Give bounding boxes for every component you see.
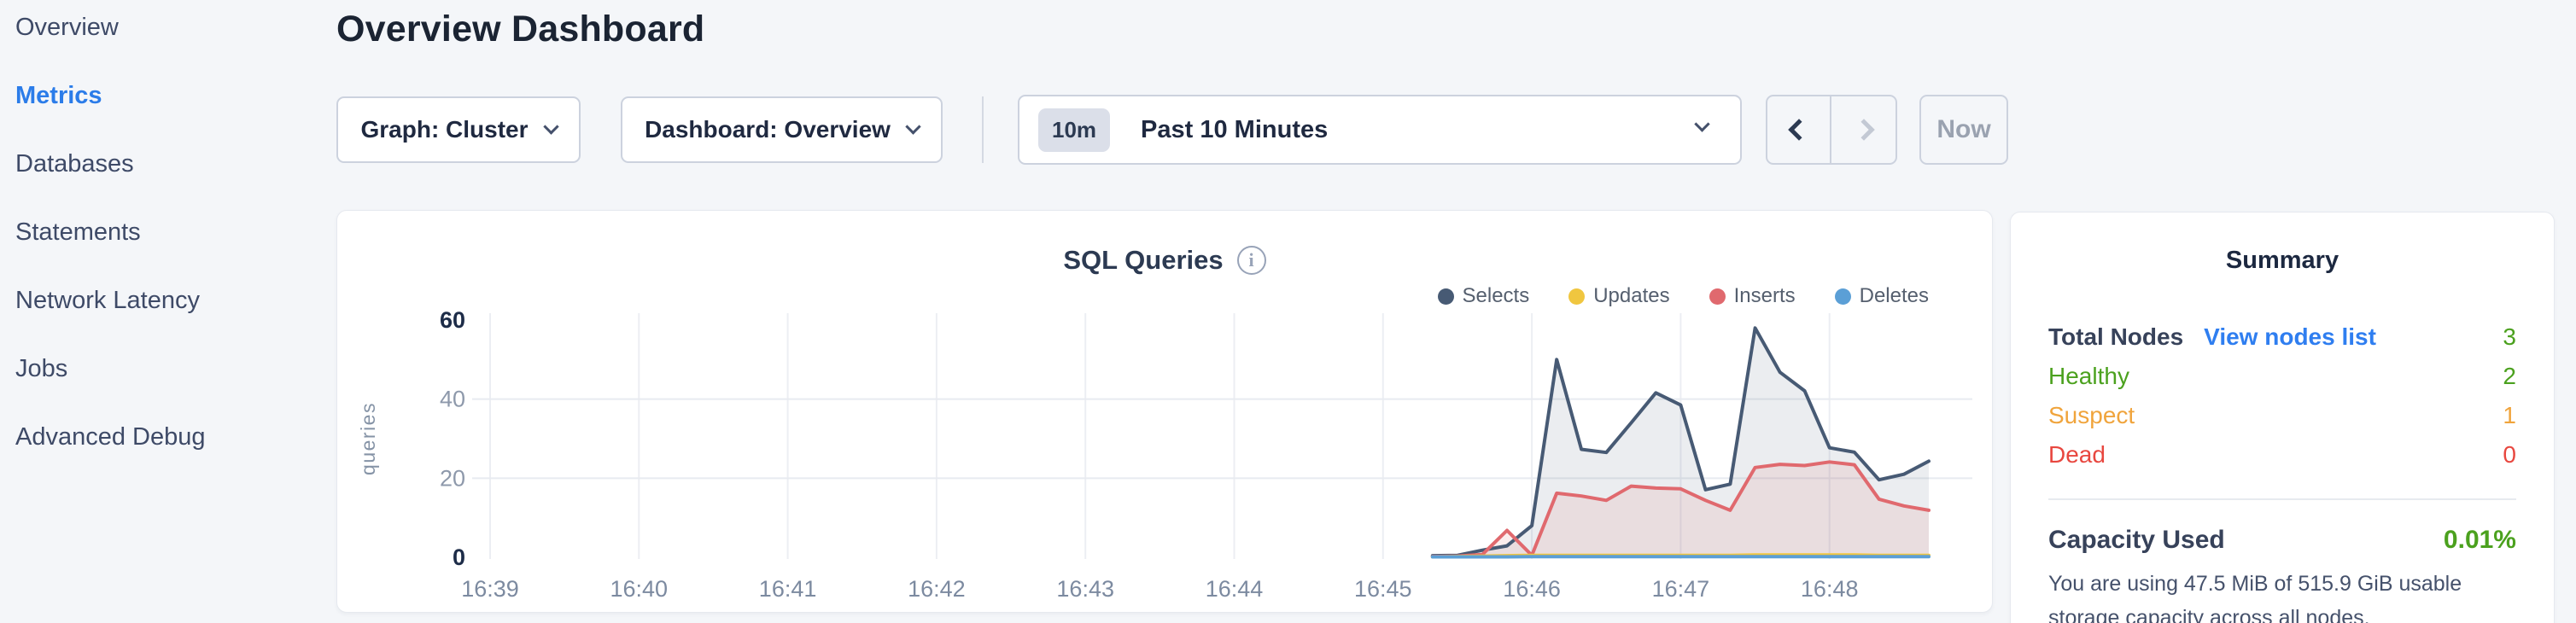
svg-text:16:48: 16:48 — [1801, 576, 1859, 602]
sidebar-item-overview[interactable]: Overview — [15, 13, 119, 41]
legend-dot-icon — [1834, 288, 1851, 305]
suspect-label: Suspect — [2048, 402, 2135, 428]
svg-text:16:44: 16:44 — [1206, 576, 1264, 602]
legend-label: Updates — [1593, 284, 1670, 307]
legend-dot-icon — [1709, 288, 1726, 305]
now-button[interactable]: Now — [1919, 95, 2008, 165]
prev-time-button[interactable] — [1767, 96, 1831, 163]
view-nodes-list-link[interactable]: View nodes list — [2204, 323, 2376, 350]
chevron-left-icon — [1787, 119, 1810, 141]
chart-title: SQL Queries — [1063, 245, 1224, 275]
page-title: Overview Dashboard — [336, 9, 705, 49]
svg-text:40: 40 — [440, 387, 465, 412]
legend-entry-updates[interactable]: Updates — [1568, 284, 1670, 308]
chevron-down-icon — [905, 118, 921, 135]
svg-text:16:47: 16:47 — [1652, 576, 1710, 602]
capacity-row: Capacity Used 0.01% — [2048, 526, 2516, 555]
svg-text:16:41: 16:41 — [759, 576, 817, 602]
sql-queries-chart-svg: 16:39 16:40 16:41 16:42 16:43 16:44 16:45 16:46… — [357, 307, 1972, 602]
legend-entry-deletes[interactable]: Deletes — [1834, 284, 1929, 308]
svg-text:16:43: 16:43 — [1056, 576, 1114, 602]
chevron-down-icon — [1694, 116, 1710, 132]
capacity-used-label: Capacity Used — [2048, 526, 2225, 554]
svg-text:queries: queries — [357, 402, 379, 475]
dead-nodes-row: Dead 0 — [2048, 435, 2516, 475]
sidebar-item-metrics[interactable]: Metrics — [15, 81, 102, 109]
time-range-badge: 10m — [1038, 108, 1111, 152]
svg-text:16:46: 16:46 — [1503, 576, 1561, 602]
sidebar-item-databases[interactable]: Databases — [15, 149, 134, 178]
toolbar-divider — [982, 96, 984, 163]
total-nodes-value: 3 — [2503, 323, 2516, 350]
dashboard-dropdown-label: Dashboard: Overview — [645, 116, 891, 143]
svg-text:16:42: 16:42 — [908, 576, 966, 602]
sidebar-item-statements[interactable]: Statements — [15, 218, 141, 246]
legend-entry-inserts[interactable]: Inserts — [1709, 284, 1796, 308]
time-range-dropdown[interactable]: 10m Past 10 Minutes — [1018, 95, 1742, 165]
total-nodes-label: Total Nodes — [2048, 323, 2184, 350]
svg-text:60: 60 — [440, 307, 465, 333]
graph-dropdown[interactable]: Graph: Cluster — [336, 96, 581, 163]
capacity-used-value: 0.01% — [2443, 526, 2516, 554]
healthy-label: Healthy — [2048, 363, 2129, 389]
summary-panel: Summary Total Nodes View nodes list 3 He… — [2010, 212, 2555, 623]
legend-label: Selects — [1462, 284, 1530, 307]
sidebar-item-network-latency[interactable]: Network Latency — [15, 286, 200, 314]
sidebar: Overview Metrics Databases Statements Ne… — [0, 0, 335, 623]
legend-label: Deletes — [1859, 284, 1929, 307]
chevron-right-icon — [1852, 119, 1875, 141]
total-nodes-row: Total Nodes View nodes list 3 — [2048, 317, 2516, 357]
svg-text:0: 0 — [453, 544, 465, 570]
sql-queries-chart-card: SQL Queries i Selects Updates Inserts Delet… — [336, 210, 1993, 613]
svg-text:20: 20 — [440, 465, 465, 491]
time-step-buttons — [1766, 95, 1897, 165]
chart-legend: Selects Updates Inserts Deletes — [1437, 284, 1929, 308]
next-time-button[interactable] — [1831, 96, 1895, 163]
capacity-description: You are using 47.5 MiB of 515.9 GiB usab… — [2048, 572, 2462, 623]
svg-text:16:45: 16:45 — [1354, 576, 1412, 602]
healthy-nodes-row: Healthy 2 — [2048, 357, 2516, 396]
svg-text:16:39: 16:39 — [461, 576, 519, 602]
sidebar-item-jobs[interactable]: Jobs — [15, 354, 68, 382]
healthy-value: 2 — [2503, 363, 2516, 389]
legend-entry-selects[interactable]: Selects — [1437, 284, 1530, 308]
suspect-value: 1 — [2503, 402, 2516, 428]
legend-dot-icon — [1437, 288, 1454, 305]
legend-label: Inserts — [1733, 284, 1796, 307]
svg-text:16:40: 16:40 — [610, 576, 669, 602]
legend-dot-icon — [1568, 288, 1586, 305]
graph-dropdown-label: Graph: Cluster — [360, 116, 529, 143]
sidebar-item-advanced-debug[interactable]: Advanced Debug — [15, 422, 206, 451]
summary-rows: Total Nodes View nodes list 3 Healthy 2 … — [2048, 317, 2516, 475]
time-range-label: Past 10 Minutes — [1141, 115, 1329, 143]
suspect-nodes-row: Suspect 1 — [2048, 396, 2516, 435]
chart-title-row: SQL Queries i — [337, 245, 1992, 276]
summary-divider — [2048, 498, 2516, 500]
dead-label: Dead — [2048, 441, 2106, 468]
chevron-down-icon — [542, 118, 559, 135]
summary-title: Summary — [2225, 247, 2339, 274]
info-icon[interactable]: i — [1236, 246, 1266, 275]
dead-value: 0 — [2503, 441, 2516, 468]
dashboard-dropdown[interactable]: Dashboard: Overview — [621, 96, 943, 163]
